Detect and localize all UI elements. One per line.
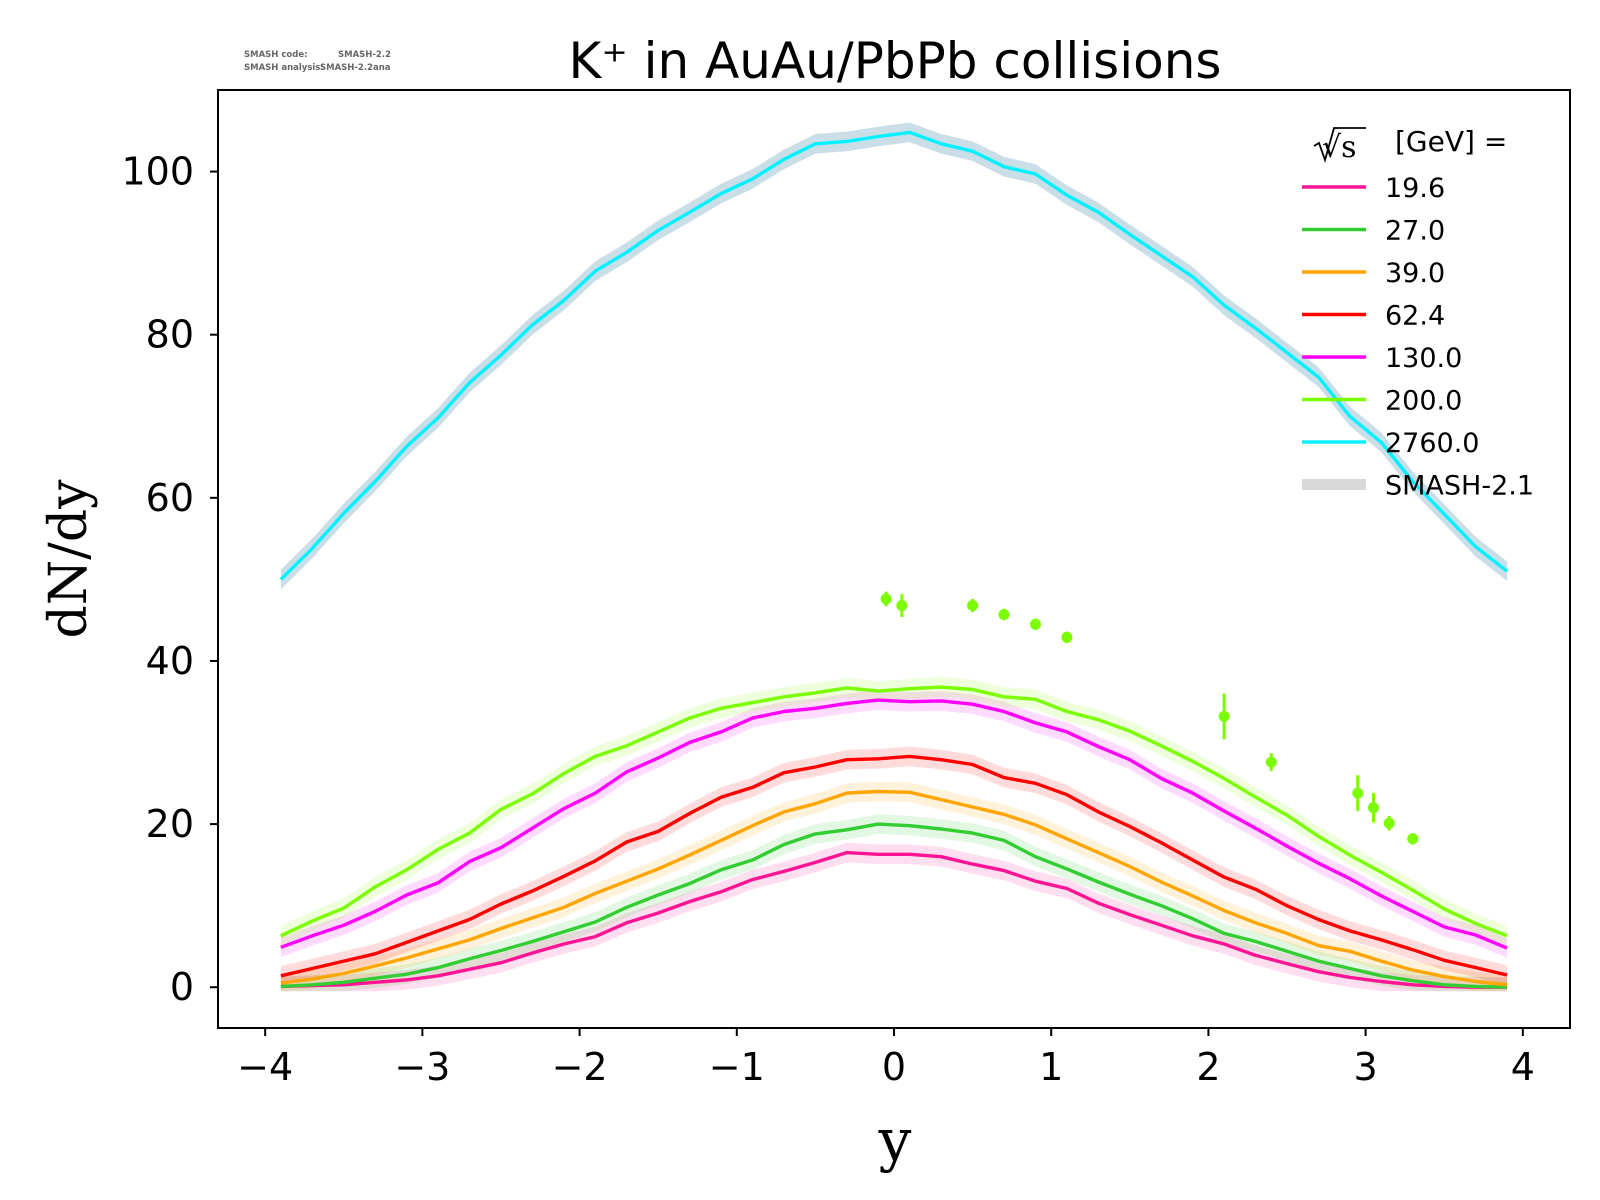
x-tick-label: 0: [882, 1045, 906, 1089]
measured-point: [1218, 693, 1230, 740]
series-line-200.0: [280, 685, 1508, 938]
x-axis: −4 −3 −2 −1 0 1 2 3 4: [237, 1028, 1535, 1089]
watermark-line2-label: SMASH analysis:: [244, 63, 324, 73]
series-line-62.4: [280, 754, 1508, 978]
data-point: [896, 599, 908, 611]
series-line-39.0: [280, 789, 1508, 987]
x-tick-label: −2: [552, 1045, 608, 1089]
y-tick-label: 80: [146, 313, 194, 357]
legend-label: 2760.0: [1385, 428, 1479, 459]
measured-point: [896, 594, 908, 617]
measured-point: [880, 591, 892, 607]
legend-band-label: SMASH-2.1: [1385, 471, 1534, 502]
x-tick-label: −3: [394, 1045, 450, 1089]
legend-label: 19.6: [1385, 173, 1445, 204]
data-point: [967, 599, 979, 611]
watermark: SMASH code: SMASH-2.2 SMASH analysis: SM…: [244, 50, 391, 73]
series-line-19.6: [280, 850, 1508, 989]
data-point: [1265, 756, 1277, 768]
watermark-line1-value: SMASH-2.2: [338, 50, 391, 60]
watermark-line2-value: SMASH-2.2ana: [320, 63, 391, 73]
measured-point: [998, 608, 1010, 621]
x-tick-label: −4: [237, 1045, 293, 1089]
measured-point: [1367, 793, 1379, 823]
legend-label: 27.0: [1385, 216, 1445, 247]
data-point: [1383, 817, 1395, 829]
data-point: [880, 593, 892, 605]
measured-point: [1029, 618, 1041, 630]
legend: √s [GeV] = 19.6 27.0 39.0 62.4 130.0 200.0 276…: [1302, 125, 1534, 502]
measured-point: [1265, 753, 1277, 772]
legend-entry-19.6: 19.6: [1302, 173, 1445, 204]
chart-title: K⁺ in AuAu/PbPb collisions: [569, 32, 1222, 90]
y-tick-label: 40: [146, 639, 194, 683]
data-point: [1352, 787, 1364, 799]
legend-label: 62.4: [1385, 301, 1445, 332]
sqrt-symbol: [1313, 127, 1366, 163]
band-130.0: [280, 690, 1508, 958]
y-tick-label: 100: [121, 150, 194, 194]
band-39.0: [280, 781, 1508, 992]
legend-label: 130.0: [1385, 343, 1462, 374]
legend-entry-39.0: 39.0: [1302, 258, 1445, 289]
legend-entry-band: SMASH-2.1: [1302, 471, 1534, 502]
data-point: [1407, 833, 1419, 845]
measured-point: [967, 598, 979, 613]
legend-header-text: [GeV] =: [1395, 125, 1507, 158]
series-line-2760.0: [279, 130, 1509, 581]
y-tick-label: 20: [146, 802, 194, 846]
measured-points-layer: [880, 591, 1419, 845]
legend-header: √s [GeV] =: [1313, 125, 1507, 165]
legend-label: 39.0: [1385, 258, 1445, 289]
legend-entry-27.0: 27.0: [1302, 216, 1445, 247]
watermark-line1-label: SMASH code:: [244, 50, 307, 60]
series-line-27.0: [280, 822, 1508, 989]
data-point: [1367, 802, 1379, 814]
x-axis-label: y: [878, 1106, 912, 1174]
measured-point: [1352, 775, 1364, 812]
legend-entry-62.4: 62.4: [1302, 301, 1445, 332]
measured-point: [1407, 833, 1419, 845]
data-point: [998, 608, 1010, 620]
legend-entries: 19.6 27.0 39.0 62.4 130.0 200.0 2760.0 SMASH-2.…: [1302, 173, 1534, 502]
legend-entry-130.0: 130.0: [1302, 343, 1462, 374]
x-tick-label: 2: [1196, 1045, 1220, 1089]
series-layer: [279, 130, 1509, 989]
legend-header-root: √s: [1322, 130, 1357, 165]
series-line-130.0: [280, 698, 1508, 950]
x-tick-label: 4: [1511, 1045, 1535, 1089]
data-point: [1218, 710, 1230, 722]
x-tick-label: −1: [709, 1045, 765, 1089]
y-tick-label: 60: [146, 476, 194, 520]
data-point: [1061, 631, 1073, 643]
y-tick-label: 0: [170, 965, 194, 1009]
x-tick-label: 1: [1039, 1045, 1063, 1089]
y-axis: 0 20 40 60 80 100: [121, 150, 218, 1009]
measured-point: [1061, 631, 1073, 644]
y-axis-label: dN/dy: [39, 479, 99, 639]
data-point: [1029, 618, 1041, 630]
legend-label: 200.0: [1385, 386, 1462, 417]
legend-entry-2760.0: 2760.0: [1302, 428, 1479, 459]
x-tick-label: 3: [1354, 1045, 1378, 1089]
legend-entry-200.0: 200.0: [1302, 386, 1462, 417]
measured-point: [1383, 815, 1395, 831]
